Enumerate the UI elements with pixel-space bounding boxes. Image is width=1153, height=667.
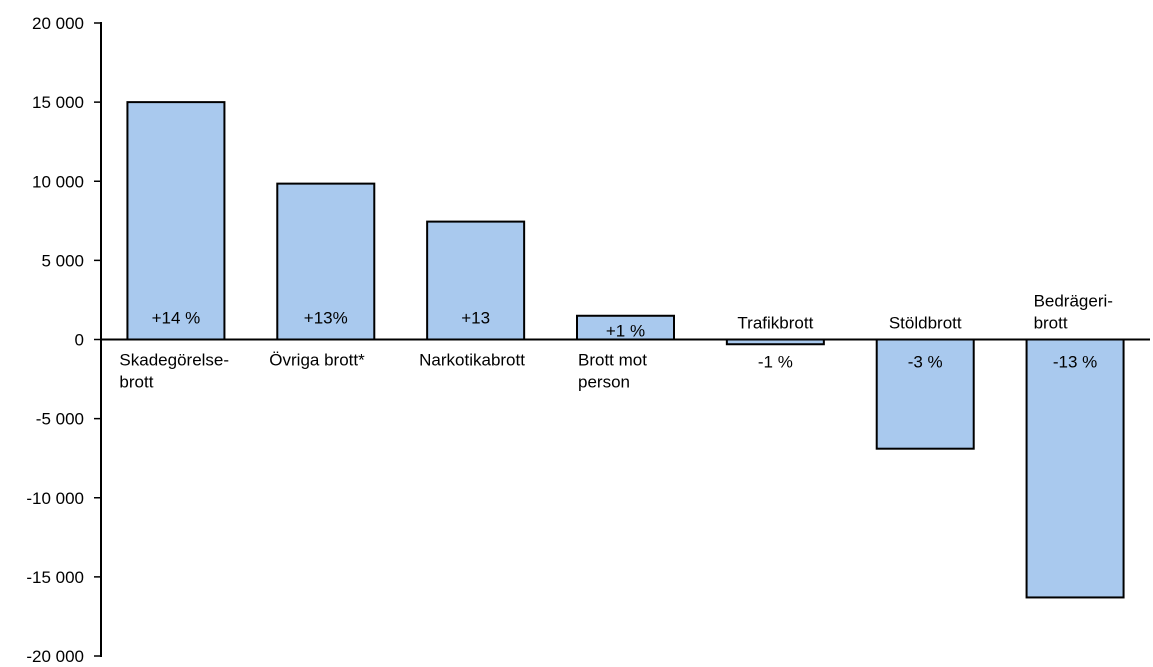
category-label-1-2: brott: [119, 373, 153, 392]
data-label-6: -3 %: [908, 353, 943, 372]
axes-group: [94, 22, 1150, 657]
y-tick-label-1: 15 000: [32, 93, 84, 112]
y-tick-label-7: -15 000: [26, 568, 84, 587]
y-tick-label-2: 10 000: [32, 172, 84, 191]
bar-3: [426, 220, 526, 341]
category-label-3-1: Narkotikabrott: [419, 351, 525, 370]
data-label-1: +14 %: [152, 309, 201, 328]
data-label-7: -13 %: [1053, 353, 1097, 372]
bars-group: [126, 101, 1125, 599]
category-label-4-1: Brott mot: [578, 351, 647, 370]
category-label-5-1: Trafikbrott: [737, 314, 813, 333]
data-label-4: +1 %: [606, 322, 645, 341]
y-tick-label-3: 5 000: [41, 251, 84, 270]
category-label-4-2: person: [578, 373, 630, 392]
y-tick-label-6: -10 000: [26, 489, 84, 508]
data-label-2: +13%: [304, 309, 348, 328]
bar-1: [126, 101, 226, 341]
category-label-1-1: Skadegörelse-: [119, 351, 229, 370]
bar-2: [276, 182, 376, 341]
bar-7: [1025, 338, 1125, 599]
category-label-7-1: Bedrägeri-: [1034, 292, 1113, 311]
y-tick-label-4: 0: [75, 331, 84, 350]
category-label-7-2: brott: [1034, 314, 1068, 333]
data-label-5: -1 %: [758, 353, 793, 372]
category-label-2-1: Övriga brott*: [269, 351, 365, 370]
labels-group: 20 000 15 000 10 000 5 000 0 -5 000 -10 000 -15…: [26, 14, 1113, 666]
data-label-3: +13: [461, 309, 490, 328]
y-tick-label-8: -20 000: [26, 647, 84, 662]
category-label-6-1: Stöldbrott: [889, 314, 962, 333]
y-tick-label-5: -5 000: [36, 410, 84, 429]
y-tick-label-0: 20 000: [32, 14, 84, 33]
